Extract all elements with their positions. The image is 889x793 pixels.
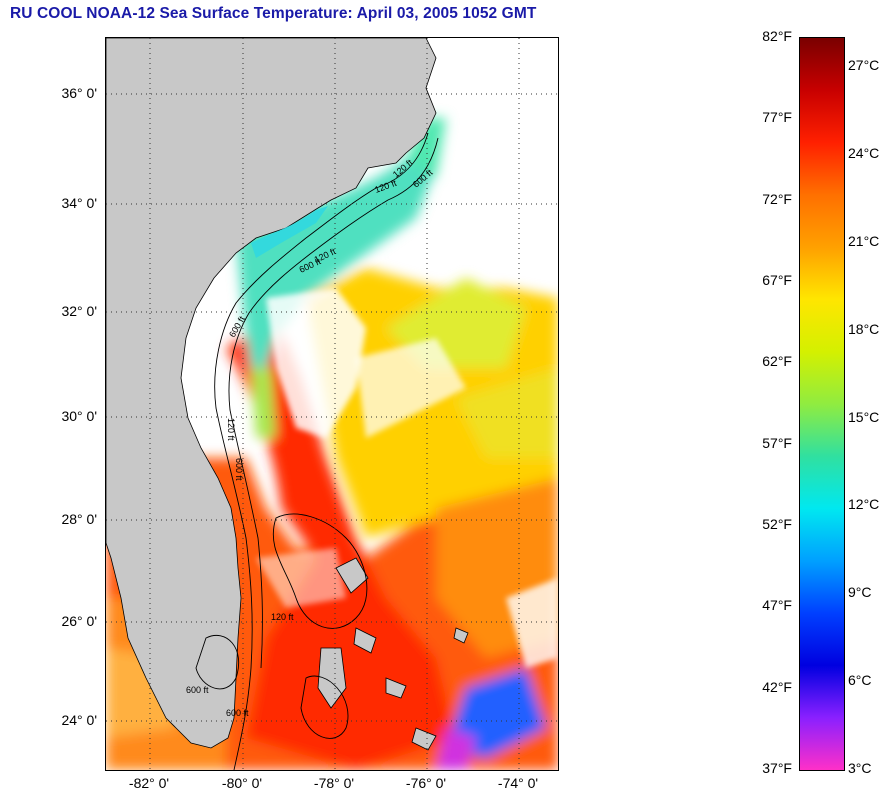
- land-mass: [106, 38, 437, 749]
- lat-label: 32° 0': [61, 303, 97, 319]
- contour-label: 600 ft: [226, 708, 249, 718]
- colorbar-fahrenheit-label: 67°F: [762, 272, 792, 288]
- graticule: [106, 38, 558, 770]
- colorbar-celsius-label: 21°C: [848, 232, 880, 249]
- contour-label: 120 ft: [226, 418, 236, 441]
- cloud-speckle: [256, 38, 558, 668]
- sst-map: 120 ft 600 ft 120 ft 600 ft 120 ft 600 f…: [105, 37, 559, 771]
- lat-label: 36° 0': [61, 85, 97, 101]
- colorbar-fahrenheit-label: 37°F: [762, 760, 792, 776]
- lon-label: -76° 0': [405, 775, 447, 791]
- colorbar-celsius-label: 12°C: [848, 496, 880, 513]
- lat-label: 28° 0': [61, 511, 97, 527]
- coastal-cool-water: [251, 206, 328, 258]
- bahamas-islands: [317, 557, 469, 751]
- colorbar-celsius-label: 9°C: [848, 584, 872, 601]
- colorbar-fahrenheit-label: 52°F: [762, 516, 792, 532]
- colorbar-celsius-label: 18°C: [848, 320, 880, 337]
- colorbar-celsius-label: 24°C: [848, 145, 880, 162]
- temperature-colorbar: [799, 37, 845, 771]
- lat-label: 24° 0': [61, 712, 97, 728]
- lon-label: -80° 0': [221, 775, 263, 791]
- lon-label: -74° 0': [497, 775, 539, 791]
- page-title: RU COOL NOAA-12 Sea Surface Temperature:…: [10, 5, 537, 22]
- colorbar-celsius-label: 27°C: [848, 57, 880, 74]
- lon-label: -78° 0': [313, 775, 355, 791]
- contour-label: 600 ft: [186, 685, 209, 695]
- colorbar-fahrenheit-label: 47°F: [762, 597, 792, 614]
- lat-label: 26° 0': [61, 613, 97, 629]
- colorbar-celsius-label: 6°C: [848, 672, 872, 689]
- colorbar-fahrenheit-label: 77°F: [762, 109, 792, 126]
- colorbar-celsius-label: 15°C: [848, 408, 880, 425]
- colorbar-fahrenheit-label: 72°F: [762, 190, 792, 207]
- colorbar-fahrenheit-label: 82°F: [762, 28, 792, 44]
- contour-label: 120 ft: [271, 612, 294, 622]
- colorbar-fahrenheit-label: 62°F: [762, 353, 792, 370]
- lon-label: -82° 0': [128, 775, 170, 791]
- colorbar-celsius-label: 3°C: [848, 760, 872, 776]
- colorbar-fahrenheit-label: 57°F: [762, 434, 792, 451]
- contour-label: 600 ft: [234, 458, 244, 481]
- lat-label: 34° 0': [61, 195, 97, 211]
- colorbar-fahrenheit-label: 42°F: [762, 678, 792, 695]
- lat-label: 30° 0': [61, 408, 97, 424]
